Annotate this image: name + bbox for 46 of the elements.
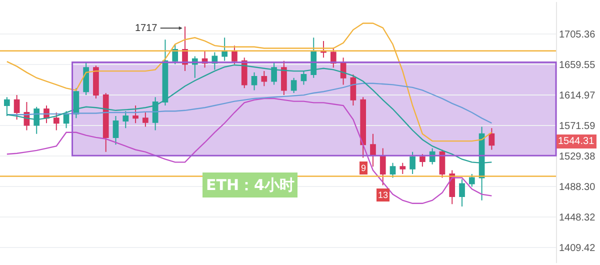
y-tick-label: 1448.32 (559, 212, 596, 224)
line-series (6, 98, 492, 204)
candlestick (53, 112, 60, 131)
y-tick-label: 1571.59 (559, 121, 596, 132)
candlestick (122, 110, 129, 129)
candlestick (232, 45, 238, 65)
y-tick-label: 1659.55 (559, 60, 596, 72)
annotation: ETH：4小时 (206, 176, 294, 194)
candlestick (241, 57, 248, 89)
candlestick (400, 162, 406, 175)
candlestick (281, 60, 287, 96)
y-tick-label: 1529.38 (559, 152, 596, 163)
candlestick (132, 105, 138, 124)
candlestick (93, 65, 99, 100)
candlestick (102, 92, 109, 152)
candlestick (300, 70, 307, 86)
candlestick (34, 106, 40, 134)
candlestick (459, 178, 465, 207)
candlestick (360, 96, 366, 158)
candlestick (420, 154, 426, 168)
annotation: 13 (378, 190, 388, 200)
candlestick (222, 37, 228, 62)
candlestick (350, 74, 356, 106)
candlestick (14, 94, 20, 120)
line-series (6, 82, 492, 124)
y-tick-label: 1705.36 (559, 30, 596, 41)
y-tick-label: 1409.42 (559, 242, 596, 254)
candlestick (488, 128, 495, 150)
y-tick-label: 1614.97 (559, 90, 596, 102)
candlestick (390, 162, 396, 178)
candlestick (468, 174, 475, 188)
candlestick (251, 72, 258, 91)
candlestick (290, 77, 297, 94)
annotation: 9 (361, 163, 366, 173)
candlestick (83, 62, 89, 96)
candlestick (410, 151, 416, 175)
annotation: 1717 (135, 23, 158, 34)
candlestick (370, 133, 376, 168)
candlestick (172, 44, 178, 65)
candlestick (112, 116, 119, 146)
text: 1544.31 (558, 136, 595, 147)
y-tick-label: 1488.30 (559, 182, 596, 194)
candlestick (152, 96, 158, 131)
candlestick (142, 112, 148, 128)
candlestick (380, 148, 386, 186)
candlestick (261, 70, 268, 87)
